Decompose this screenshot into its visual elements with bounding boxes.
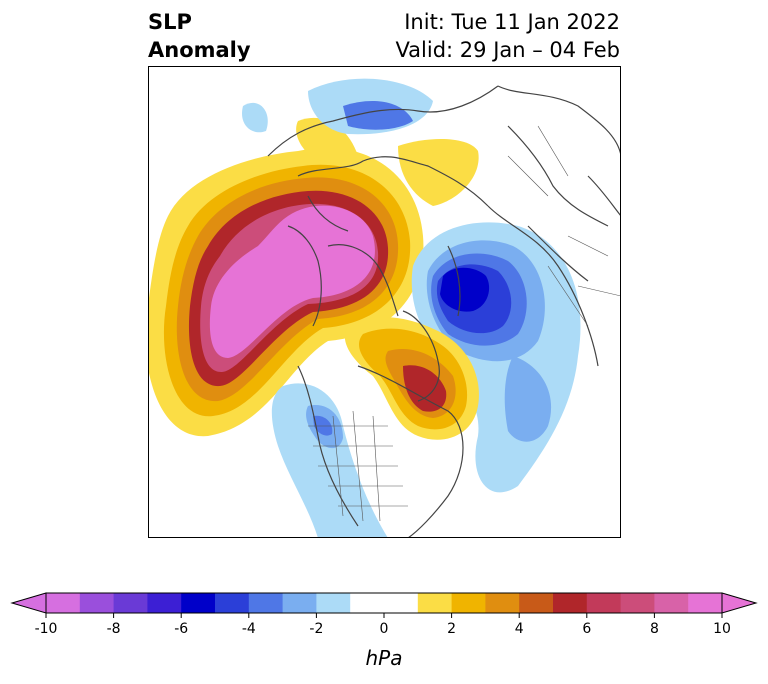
colorbar-bin: [620, 593, 655, 613]
title-left: SLP Anomaly: [148, 8, 251, 64]
negative-anomaly-western-us: [271, 383, 388, 538]
colorbar-tick-label: -2: [309, 621, 323, 637]
colorbar-bins: [46, 593, 723, 613]
colorbar-bin: [215, 593, 250, 613]
negative-anomaly-siberia: [411, 222, 581, 493]
colorbar-bin: [181, 593, 216, 613]
colorbar-bin: [316, 593, 351, 613]
init-date: Init: Tue 11 Jan 2022: [404, 10, 620, 34]
anomaly-map: [148, 66, 621, 538]
map-frame: [148, 66, 621, 538]
colorbar-ticks: -10 -8 -6 -4 -2 0 2 4 6 8 10: [35, 613, 731, 637]
colorbar-tick-label: 2: [447, 621, 456, 637]
positive-anomaly-barents: [398, 139, 479, 206]
negative-anomaly-arctic-russia: [242, 78, 433, 135]
title-variable: SLP: [148, 10, 192, 34]
coastlines: [267, 85, 621, 538]
political-borders: [308, 125, 621, 522]
title-subtitle: Anomaly: [148, 38, 251, 62]
colorbar-bin: [688, 593, 723, 613]
title-right: Init: Tue 11 Jan 2022 Valid: 29 Jan – 04…: [395, 8, 620, 64]
colorbar-bin: [417, 593, 453, 613]
valid-range: Valid: 29 Jan – 04 Feb: [395, 38, 620, 62]
colorbar-bin: [46, 593, 81, 613]
colorbar-bin: [248, 593, 284, 613]
colorbar-bin: [586, 593, 622, 613]
colorbar-unit: hPa: [365, 646, 403, 670]
colorbar-bin: [384, 593, 419, 613]
colorbar-bin: [519, 593, 554, 613]
positive-anomaly-arctic: [296, 117, 358, 163]
colorbar-bin: [350, 593, 385, 613]
colorbar-bin: [113, 593, 148, 613]
colorbar-bin: [79, 593, 115, 613]
colorbar-tick-label: 8: [650, 621, 659, 637]
colorbar-tick-label: -8: [107, 621, 121, 637]
colorbar-tick-label: -10: [35, 621, 58, 637]
colorbar-tick-label: -4: [242, 621, 256, 637]
colorbar-bin: [451, 593, 486, 613]
colorbar-tick-label: 10: [713, 621, 731, 637]
colorbar-bin: [282, 593, 317, 613]
colorbar: -10 -8 -6 -4 -2 0 2 4 6 8 10: [10, 592, 758, 637]
colorbar-tick-label: 6: [582, 621, 591, 637]
colorbar-bin: [485, 593, 520, 613]
colorbar-tick-label: 0: [380, 621, 389, 637]
colorbar-bin: [654, 593, 689, 613]
colorbar-tick-label: 4: [515, 621, 524, 637]
colorbar-extend-min: [10, 592, 47, 614]
colorbar-extend-max: [721, 592, 758, 614]
colorbar-bin: [147, 593, 182, 613]
colorbar-tick-label: -6: [174, 621, 188, 637]
positive-anomaly-north-pacific: [148, 147, 424, 437]
colorbar-bin: [553, 593, 588, 613]
